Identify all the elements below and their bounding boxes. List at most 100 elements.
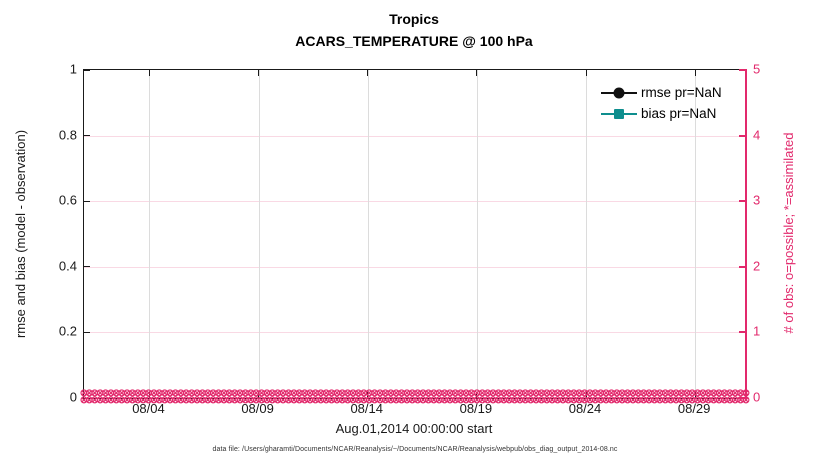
- obs-possible-marker: ⊗: [607, 388, 616, 399]
- obs-assimilated-marker: ⊗: [311, 395, 320, 406]
- obs-assimilated-marker: ⊗: [268, 395, 277, 406]
- top-tick-mark: [148, 70, 150, 76]
- obs-assimilated-marker: ⊗: [225, 395, 234, 406]
- obs-assimilated-marker: ⊗: [139, 395, 148, 406]
- right-ytick-label: 5: [753, 61, 761, 77]
- obs-possible-marker: ⊗: [176, 388, 186, 399]
- obs-assimilated-marker: ⊗: [461, 395, 471, 406]
- obs-possible-marker: ⊗: [79, 388, 89, 399]
- right-tick-mark: [739, 265, 746, 268]
- obs-possible-marker: ⊗: [418, 388, 428, 399]
- obs-assimilated-marker: ⊗: [618, 395, 627, 406]
- obs-possible-marker: ⊗: [564, 388, 573, 399]
- legend-entry-bias[interactable]: bias pr=NaN: [601, 103, 722, 124]
- obs-assimilated-marker: ⊗: [176, 395, 186, 406]
- obs-assimilated-marker: ⊗: [262, 395, 272, 406]
- obs-assimilated-marker: ⊗: [381, 395, 390, 406]
- obs-possible-marker: ⊗: [95, 388, 105, 399]
- obs-possible-marker: ⊗: [628, 388, 638, 399]
- obs-assimilated-marker: ⊗: [149, 395, 159, 406]
- x-tick-label: 08/24: [568, 401, 602, 416]
- gridline-vertical: [258, 70, 260, 398]
- right-tick-mark: [739, 69, 746, 71]
- obs-assimilated-marker: ⊗: [198, 395, 207, 406]
- obs-assimilated-marker: ⊗: [451, 395, 460, 406]
- obs-possible-marker: ⊗: [365, 388, 374, 399]
- bias-square-marker-icon: [614, 108, 624, 119]
- obs-possible-marker: ⊗: [187, 388, 196, 399]
- obs-assimilated-marker: ⊗: [95, 395, 105, 406]
- obs-possible-marker: ⊗: [580, 388, 589, 399]
- obs-assimilated-marker: ⊗: [574, 395, 584, 406]
- obs-assimilated-marker: ⊗: [165, 395, 175, 406]
- obs-possible-marker: ⊗: [687, 388, 697, 399]
- obs-assimilated-marker: ⊗: [160, 395, 169, 406]
- title-block: Tropics ACARS_TEMPERATURE @ 100 hPa: [83, 8, 745, 52]
- top-tick-mark: [258, 70, 260, 76]
- obs-possible-marker: ⊗: [521, 388, 530, 399]
- obs-possible-marker: ⊗: [101, 388, 110, 399]
- obs-assimilated-marker: ⊗: [203, 395, 212, 406]
- obs-possible-marker: ⊗: [192, 388, 202, 399]
- plot-area[interactable]: ⊗ ⊗ ⊗ ⊗ ⊗ ⊗ ⊗ ⊗ ⊗ ⊗ ⊗ ⊗ ⊗ ⊗ ⊗ ⊗ ⊗ ⊗ ⊗ ⊗ ⊗ ⊗ ⊗ ⊗ ⊗ ⊗ ⊗ ⊗ ⊗ ⊗ ⊗ ⊗ ⊗ ⊗ ⊗ ⊗ ⊗ ⊗ ⊗ ⊗…: [79, 69, 750, 406]
- obs-possible-marker: ⊗: [612, 388, 622, 399]
- obs-possible-marker: ⊗: [278, 388, 288, 399]
- legend-entry-rmse[interactable]: rmse pr=NaN: [601, 82, 722, 103]
- obs-possible-marker: ⊗: [354, 388, 363, 399]
- obs-assimilated-marker: ⊗: [171, 395, 180, 406]
- obs-possible-marker: ⊗: [601, 388, 611, 399]
- x-tick-label: 08/09: [241, 401, 274, 416]
- obs-assimilated-marker: ⊗: [445, 395, 455, 406]
- obs-assimilated-marker: ⊗: [483, 395, 492, 406]
- obs-possible-marker: ⊗: [171, 388, 180, 399]
- legend-label-bias: bias pr=NaN: [641, 106, 717, 121]
- obs-possible-marker: ⊗: [208, 388, 218, 399]
- obs-assimilated-marker: ⊗: [693, 395, 702, 406]
- obs-possible-marker: ⊗: [504, 388, 514, 399]
- obs-possible-marker: ⊗: [332, 388, 342, 399]
- legend-label-rmse: rmse pr=NaN: [641, 85, 722, 100]
- obs-assimilated-marker: ⊗: [736, 395, 745, 406]
- obs-possible-marker: ⊗: [499, 388, 508, 399]
- obs-possible-marker: ⊗: [510, 388, 519, 399]
- obs-assimilated-marker: ⊗: [596, 395, 605, 406]
- obs-assimilated-marker: ⊗: [424, 395, 433, 406]
- obs-possible-marker: ⊗: [569, 388, 578, 399]
- obs-possible-marker: ⊗: [381, 388, 390, 399]
- obs-possible-marker: ⊗: [106, 388, 116, 399]
- obs-possible-marker: ⊗: [397, 388, 406, 399]
- obs-assimilated-marker: ⊗: [564, 395, 573, 406]
- obs-assimilated-marker: ⊗: [671, 395, 681, 406]
- obs-possible-marker: ⊗: [494, 388, 503, 399]
- obs-assimilated-marker: ⊗: [472, 395, 482, 406]
- right-axis-spine: [745, 69, 747, 399]
- obs-possible-marker: ⊗: [548, 388, 557, 399]
- obs-possible-marker: ⊗: [709, 388, 718, 399]
- obs-assimilated-marker: ⊗: [456, 395, 465, 406]
- obs-assimilated-marker: ⊗: [397, 395, 406, 406]
- obs-assimilated-marker: ⊗: [359, 395, 369, 406]
- obs-assimilated-marker: ⊗: [321, 395, 331, 406]
- obs-possible-marker: ⊗: [375, 388, 385, 399]
- left-ytick-label: 1: [69, 61, 77, 77]
- obs-possible-marker: ⊗: [472, 388, 482, 399]
- obs-possible-marker: ⊗: [574, 388, 584, 399]
- obs-possible-marker: ⊗: [241, 388, 250, 399]
- bottom-tick-mark: [476, 392, 478, 398]
- obs-assimilated-marker: ⊗: [192, 395, 202, 406]
- chart-title: Tropics: [389, 11, 439, 27]
- rmse-line-sample: [601, 86, 637, 100]
- obs-assimilated-marker: ⊗: [144, 395, 153, 406]
- obs-assimilated-marker: ⊗: [591, 395, 600, 406]
- obs-assimilated-marker: ⊗: [569, 395, 578, 406]
- obs-assimilated-marker: ⊗: [408, 395, 417, 406]
- obs-possible-marker: ⊗: [90, 388, 99, 399]
- bottom-tick-mark: [258, 392, 260, 398]
- right-tick-mark: [739, 331, 746, 334]
- obs-assimilated-marker: ⊗: [316, 395, 326, 406]
- obs-possible-marker: ⊗: [305, 388, 315, 399]
- rmse-circle-marker-icon: [613, 87, 625, 98]
- obs-assimilated-marker: ⊗: [305, 395, 315, 406]
- obs-possible-marker: ⊗: [591, 388, 600, 399]
- obs-assimilated-marker: ⊗: [128, 395, 137, 406]
